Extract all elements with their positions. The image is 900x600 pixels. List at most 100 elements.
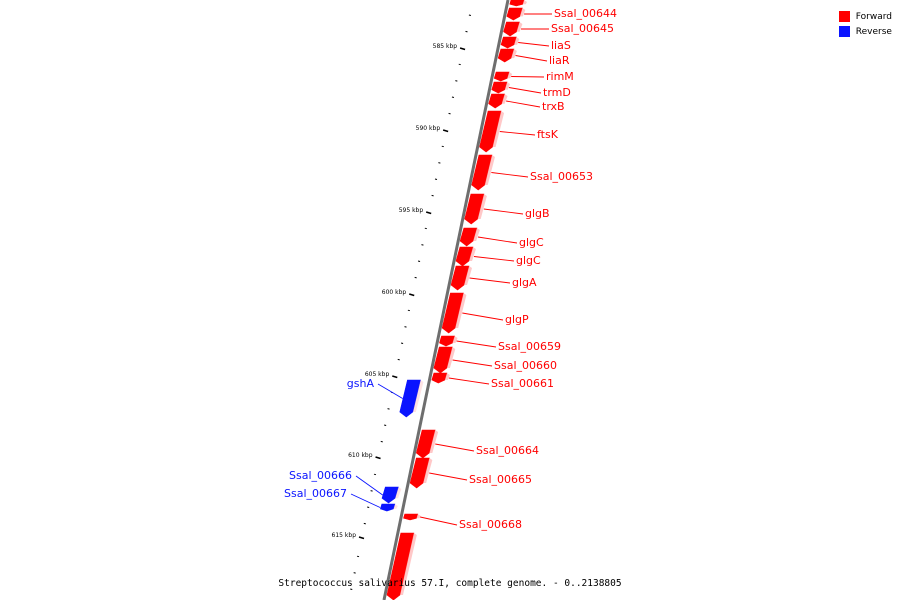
minor-tick [400,342,404,344]
minor-tick [384,424,387,426]
minor-ticks [350,14,472,590]
tick-label: 595 kbp [399,207,424,214]
gene-leader-line [452,359,493,367]
tick-label: 585 kbp [433,43,458,50]
gene-label-glgC: glgC [516,254,541,267]
gene-shade [416,514,421,519]
gene-shade [516,22,523,32]
gene-leader-line [377,383,403,399]
minor-tick [448,112,451,115]
minor-tick [363,522,366,525]
minor-tick [417,260,421,262]
minor-tick [424,227,427,230]
genome-caption: Streptococcus salivarius 57.I, complete … [278,578,622,589]
gene-shade [511,49,517,59]
gene-features [380,0,527,600]
minor-tick [397,358,400,361]
minor-tick [421,244,424,246]
gene-glgC-shape [459,227,478,247]
minor-tick [350,588,353,590]
gene-Ssal_00644-shape [506,7,523,21]
gene-shade [399,533,417,595]
minor-tick [451,96,455,98]
gene-leader-line [469,277,511,284]
gene-Ssal_00667-shape [380,503,396,512]
gene-liaS-shape [500,36,517,49]
gene-label-liaS: liaS [551,39,571,52]
gene-ftsK-shape [479,110,502,153]
gene-leader-line [499,131,536,136]
minor-tick [434,178,438,180]
gene-Ssal_00666-shape [381,486,399,504]
gene-leader-line [511,76,545,78]
minor-tick [414,276,417,279]
gene-leader-line [477,236,518,244]
minor-tick [438,162,441,164]
gene-label-Ssal_00665: Ssal_00665 [469,473,532,486]
gene-unlabeled-shape [509,0,525,7]
major-tick [425,211,432,215]
major-tick [409,293,415,297]
gene-label-liaR: liaR [549,54,570,67]
gene-glgA-shape [450,265,470,291]
gene-Ssal_00659-shape [439,335,455,347]
gene-shade [501,94,508,104]
gene-glgP-shape [441,292,464,334]
gene-leader-line [491,172,529,178]
gene-label-Ssal_00661: Ssal_00661 [491,377,554,390]
gene-shade [423,458,433,483]
legend-item-reverse: Reverse [838,24,892,39]
gene-label-Ssal_00667: Ssal_00667 [284,487,347,500]
tick-label: 610 kbp [348,452,373,459]
minor-tick [404,326,407,328]
gene-Ssal_00660-shape [433,346,453,374]
minor-tick [370,490,373,492]
gene-shade [393,504,398,509]
gene-trmD-shape [491,81,508,94]
major-tick [442,129,449,133]
gene-labels: Ssal_00644 Ssal_00645 liaS liaR rimM trmDtrxB… [284,7,617,531]
minor-tick [458,63,461,66]
minor-tick [431,194,434,197]
gene-Ssal_00661-shape [431,372,448,384]
gene-label-Ssal_00653: Ssal_00653 [530,170,593,183]
gene-Ssal_00668-shape [403,513,419,521]
minor-tick [356,555,360,558]
gene-label-Ssal_00644: Ssal_00644 [554,7,617,20]
gene-Ssal_00653-shape [471,154,493,191]
gene-leader-line [508,87,542,94]
gene-leader-line [420,516,458,526]
gene-leader-line [483,208,524,215]
gene-leader-line [429,472,468,481]
gene-shade [455,293,467,328]
gene-label-ftsK: ftsK [537,128,559,141]
tick-label: 600 kbp [382,289,407,296]
gene-label-Ssal_00664: Ssal_00664 [476,444,539,457]
minor-tick [468,14,472,16]
minor-tick [407,309,411,312]
major-tick [358,536,365,540]
forward-swatch [838,11,850,22]
gene-shade [473,228,480,241]
major-ticks: 585 kbp 590 kbp 595 kbp 600 kbp 605 kbp 610 k… [332,43,466,540]
legend-label-forward: Forward [855,11,892,22]
minor-tick [441,145,444,148]
gene-label-glgP: glgP [505,313,529,326]
gene-label-gshA: gshA [347,377,375,390]
gene-leader-line [462,312,504,321]
gene-label-Ssal_00668: Ssal_00668 [459,518,522,531]
gene-leader-line [448,377,490,385]
gene-Ssal_00665-shape [409,457,430,489]
gene-shade [507,72,513,79]
gene-label-trmD: trmD [543,86,571,99]
gene-shade [492,111,505,147]
tick-label: 605 kbp [365,371,390,378]
gene-shade [452,336,458,343]
major-tick [392,375,398,379]
gene-glgC-shape [455,246,474,267]
minor-tick [465,30,468,33]
gene-leader-line [473,256,515,262]
gene-shade [522,0,527,5]
gene-label-Ssal_00645: Ssal_00645 [551,22,614,35]
